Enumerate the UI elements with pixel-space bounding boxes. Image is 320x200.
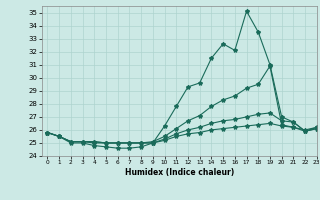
X-axis label: Humidex (Indice chaleur): Humidex (Indice chaleur) [124, 168, 234, 177]
